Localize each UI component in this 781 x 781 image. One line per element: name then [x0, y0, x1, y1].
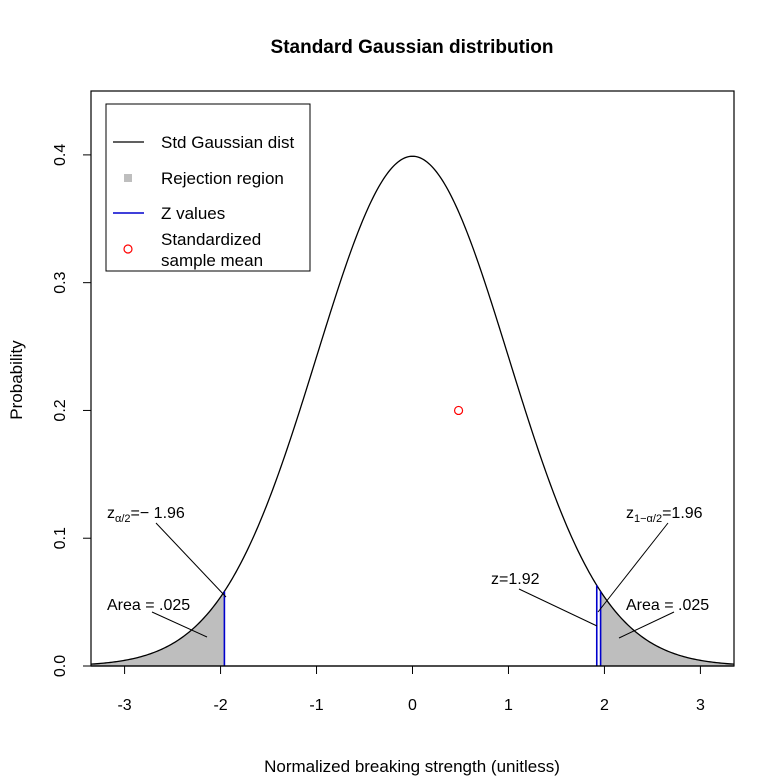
rejection-region-left: [91, 591, 225, 666]
legend-mean-swatch: [123, 244, 133, 254]
y-tick-label: 0.0: [52, 655, 69, 677]
annotation-pointer-left-z: [155, 522, 227, 598]
annotation-left-area: Area = .025: [107, 597, 190, 614]
x-axis-ticks: -3 -2 -1 0 1 2 3: [117, 666, 705, 714]
x-tick-label: -1: [309, 697, 323, 714]
y-tick-label: 0.4: [52, 144, 69, 166]
sample-mean-point: [453, 405, 464, 416]
x-tick-label: 3: [696, 697, 705, 714]
x-tick-label: -3: [117, 697, 131, 714]
gaussian-curve: [90, 155, 735, 665]
x-tick-label: -2: [213, 697, 227, 714]
annotation-right-area: Area = .025: [626, 597, 709, 614]
chart-title: Standard Gaussian distribution: [271, 37, 554, 58]
rejection-region-right: [600, 591, 734, 666]
x-axis-label: Normalized breaking strength (unitless): [264, 757, 560, 776]
legend-label-rejection: Rejection region: [161, 169, 284, 188]
y-axis-label: Probability: [7, 340, 26, 420]
legend-label-mean-1: Standardized: [161, 230, 261, 249]
legend-rejection-swatch: [124, 174, 132, 182]
annotation-z-observed: z=1.92: [491, 571, 540, 588]
legend-label-z: Z values: [161, 204, 225, 223]
legend-label-mean-2: sample mean: [161, 251, 263, 270]
y-tick-label: 0.1: [52, 527, 69, 549]
annotation-pointer-right-area: [618, 611, 675, 639]
y-tick-label: 0.2: [52, 399, 69, 421]
x-tick-label: 1: [504, 697, 513, 714]
annotation-pointer-right-z: [597, 522, 669, 613]
x-tick-label: 0: [408, 697, 417, 714]
annotation-right-z: z1−α/2=1.96: [626, 505, 703, 525]
annotation-pointer-left-area: [151, 611, 208, 638]
y-axis-ticks: 0.0 0.1 0.2 0.3 0.4: [52, 144, 91, 677]
annotation-pointer-z-observed: [518, 588, 598, 627]
legend-label-curve: Std Gaussian dist: [161, 133, 295, 152]
legend-box: [105, 103, 311, 272]
legend: Std Gaussian dist Rejection region Z val…: [105, 103, 311, 272]
y-tick-label: 0.3: [52, 271, 69, 293]
x-tick-label: 2: [600, 697, 609, 714]
annotation-left-z: zα/2=− 1.96: [107, 505, 185, 525]
